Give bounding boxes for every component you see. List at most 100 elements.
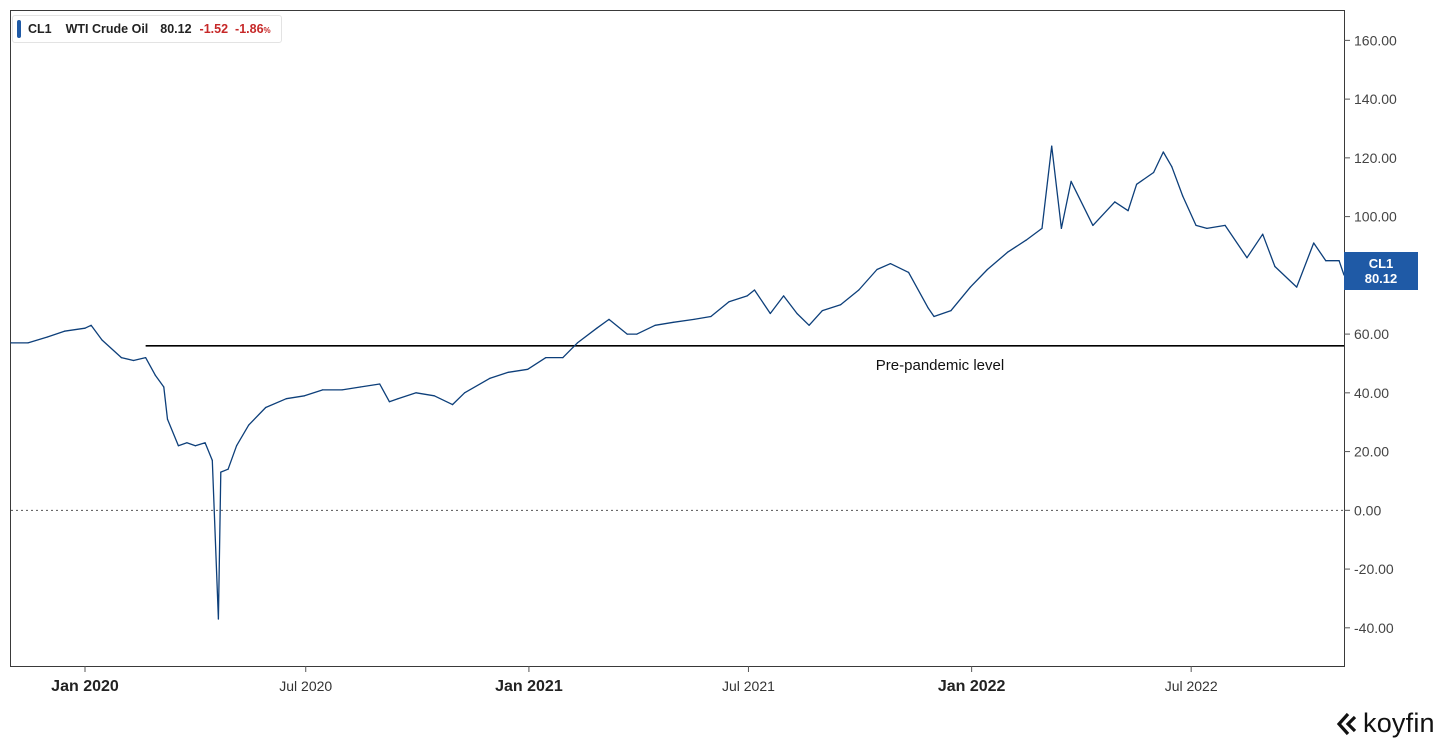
data-point xyxy=(63,330,65,332)
data-point xyxy=(626,333,628,335)
data-point xyxy=(796,312,798,315)
data-point xyxy=(145,357,147,359)
data-point xyxy=(388,401,390,403)
data-point xyxy=(1007,251,1009,253)
data-point xyxy=(840,304,842,306)
y-tick-label: -40.00 xyxy=(1354,620,1394,636)
data-point xyxy=(451,404,454,406)
data-point xyxy=(636,333,638,335)
y-tick-label: 100.00 xyxy=(1354,209,1397,225)
data-point xyxy=(808,324,810,326)
data-point xyxy=(1171,166,1173,168)
data-point xyxy=(27,342,29,344)
x-tick-label: Jan 2020 xyxy=(51,678,119,695)
data-point xyxy=(415,392,417,394)
badge-value: 80.12 xyxy=(1364,271,1398,286)
data-point xyxy=(783,295,785,297)
data-point xyxy=(236,445,238,447)
data-point xyxy=(821,310,824,312)
data-point xyxy=(507,371,509,373)
y-tick-label: 120.00 xyxy=(1354,150,1397,166)
data-point xyxy=(545,357,547,359)
data-point xyxy=(163,386,165,388)
data-point xyxy=(950,310,952,312)
data-point xyxy=(596,327,598,329)
x-tick-label: Jan 2021 xyxy=(495,678,563,695)
data-point xyxy=(186,442,188,444)
pre-pandemic-label: Pre-pandemic level xyxy=(876,357,1004,374)
data-point xyxy=(227,468,229,470)
data-point xyxy=(90,324,92,326)
data-point xyxy=(1224,224,1226,226)
data-point xyxy=(489,377,491,379)
koyfin-logo-text: koyfin xyxy=(1363,708,1435,738)
data-point xyxy=(576,342,579,344)
series-line-cl1 xyxy=(11,145,1345,620)
data-point xyxy=(1070,180,1072,182)
badge-ticker: CL1 xyxy=(1368,256,1394,271)
series-legend[interactable]: CL1 WTI Crude Oil 80.12 -1.52 -1.86% xyxy=(12,15,282,43)
data-point xyxy=(433,395,435,397)
data-point xyxy=(1025,239,1027,241)
data-point xyxy=(1246,257,1248,259)
data-point xyxy=(194,445,196,447)
series-color-swatch xyxy=(17,20,21,38)
koyfin-logo[interactable]: koyfin xyxy=(1336,708,1435,739)
data-point xyxy=(1182,195,1184,197)
data-point xyxy=(303,395,306,397)
data-point xyxy=(1092,224,1094,226)
koyfin-logo-icon xyxy=(1336,712,1357,735)
data-point xyxy=(248,424,250,426)
data-point xyxy=(933,315,935,318)
data-point xyxy=(908,271,910,273)
data-point xyxy=(1274,265,1276,268)
legend-change: -1.52 xyxy=(199,22,229,36)
data-point xyxy=(285,398,287,400)
data-point xyxy=(1114,201,1116,203)
data-point xyxy=(876,268,878,271)
data-point xyxy=(265,406,267,409)
data-point xyxy=(1296,286,1298,288)
data-point xyxy=(132,359,135,362)
legend-price: 80.12 xyxy=(160,22,192,36)
data-point xyxy=(177,445,179,447)
data-point xyxy=(608,318,610,320)
data-point xyxy=(397,398,399,400)
data-point xyxy=(217,618,219,620)
data-point xyxy=(166,418,169,420)
data-point xyxy=(1153,171,1155,174)
data-point xyxy=(1136,183,1138,185)
data-point xyxy=(672,321,674,323)
data-point xyxy=(220,471,222,473)
data-point xyxy=(120,357,122,359)
x-tick-label: Jul 2020 xyxy=(279,678,332,694)
legend-change-pct-unit: % xyxy=(263,26,271,35)
y-tick-label: 60.00 xyxy=(1354,326,1389,342)
data-point xyxy=(858,289,860,291)
data-point xyxy=(562,357,564,359)
data-point xyxy=(1060,227,1062,229)
legend-change-pct-value: -1.86 xyxy=(235,22,264,36)
data-point xyxy=(322,389,324,391)
data-point xyxy=(693,318,695,320)
data-point xyxy=(464,392,466,394)
legend-series-name: WTI Crude Oil xyxy=(65,22,149,36)
data-point xyxy=(10,342,12,344)
x-tick-label: Jul 2022 xyxy=(1165,678,1218,694)
data-point xyxy=(527,368,529,370)
data-point xyxy=(986,268,989,271)
data-point xyxy=(101,339,103,341)
data-point xyxy=(211,459,213,461)
plot-frame xyxy=(10,10,1345,667)
data-point xyxy=(1051,145,1053,147)
legend-ticker: CL1 xyxy=(28,22,52,36)
y-tick-label: -20.00 xyxy=(1354,561,1394,577)
data-point xyxy=(1162,151,1164,153)
data-point xyxy=(654,324,656,326)
data-point xyxy=(927,307,929,309)
data-point xyxy=(359,386,361,388)
data-point xyxy=(1206,227,1208,229)
data-point xyxy=(728,301,730,303)
y-tick-label: 40.00 xyxy=(1354,385,1389,401)
data-point xyxy=(1338,260,1340,262)
